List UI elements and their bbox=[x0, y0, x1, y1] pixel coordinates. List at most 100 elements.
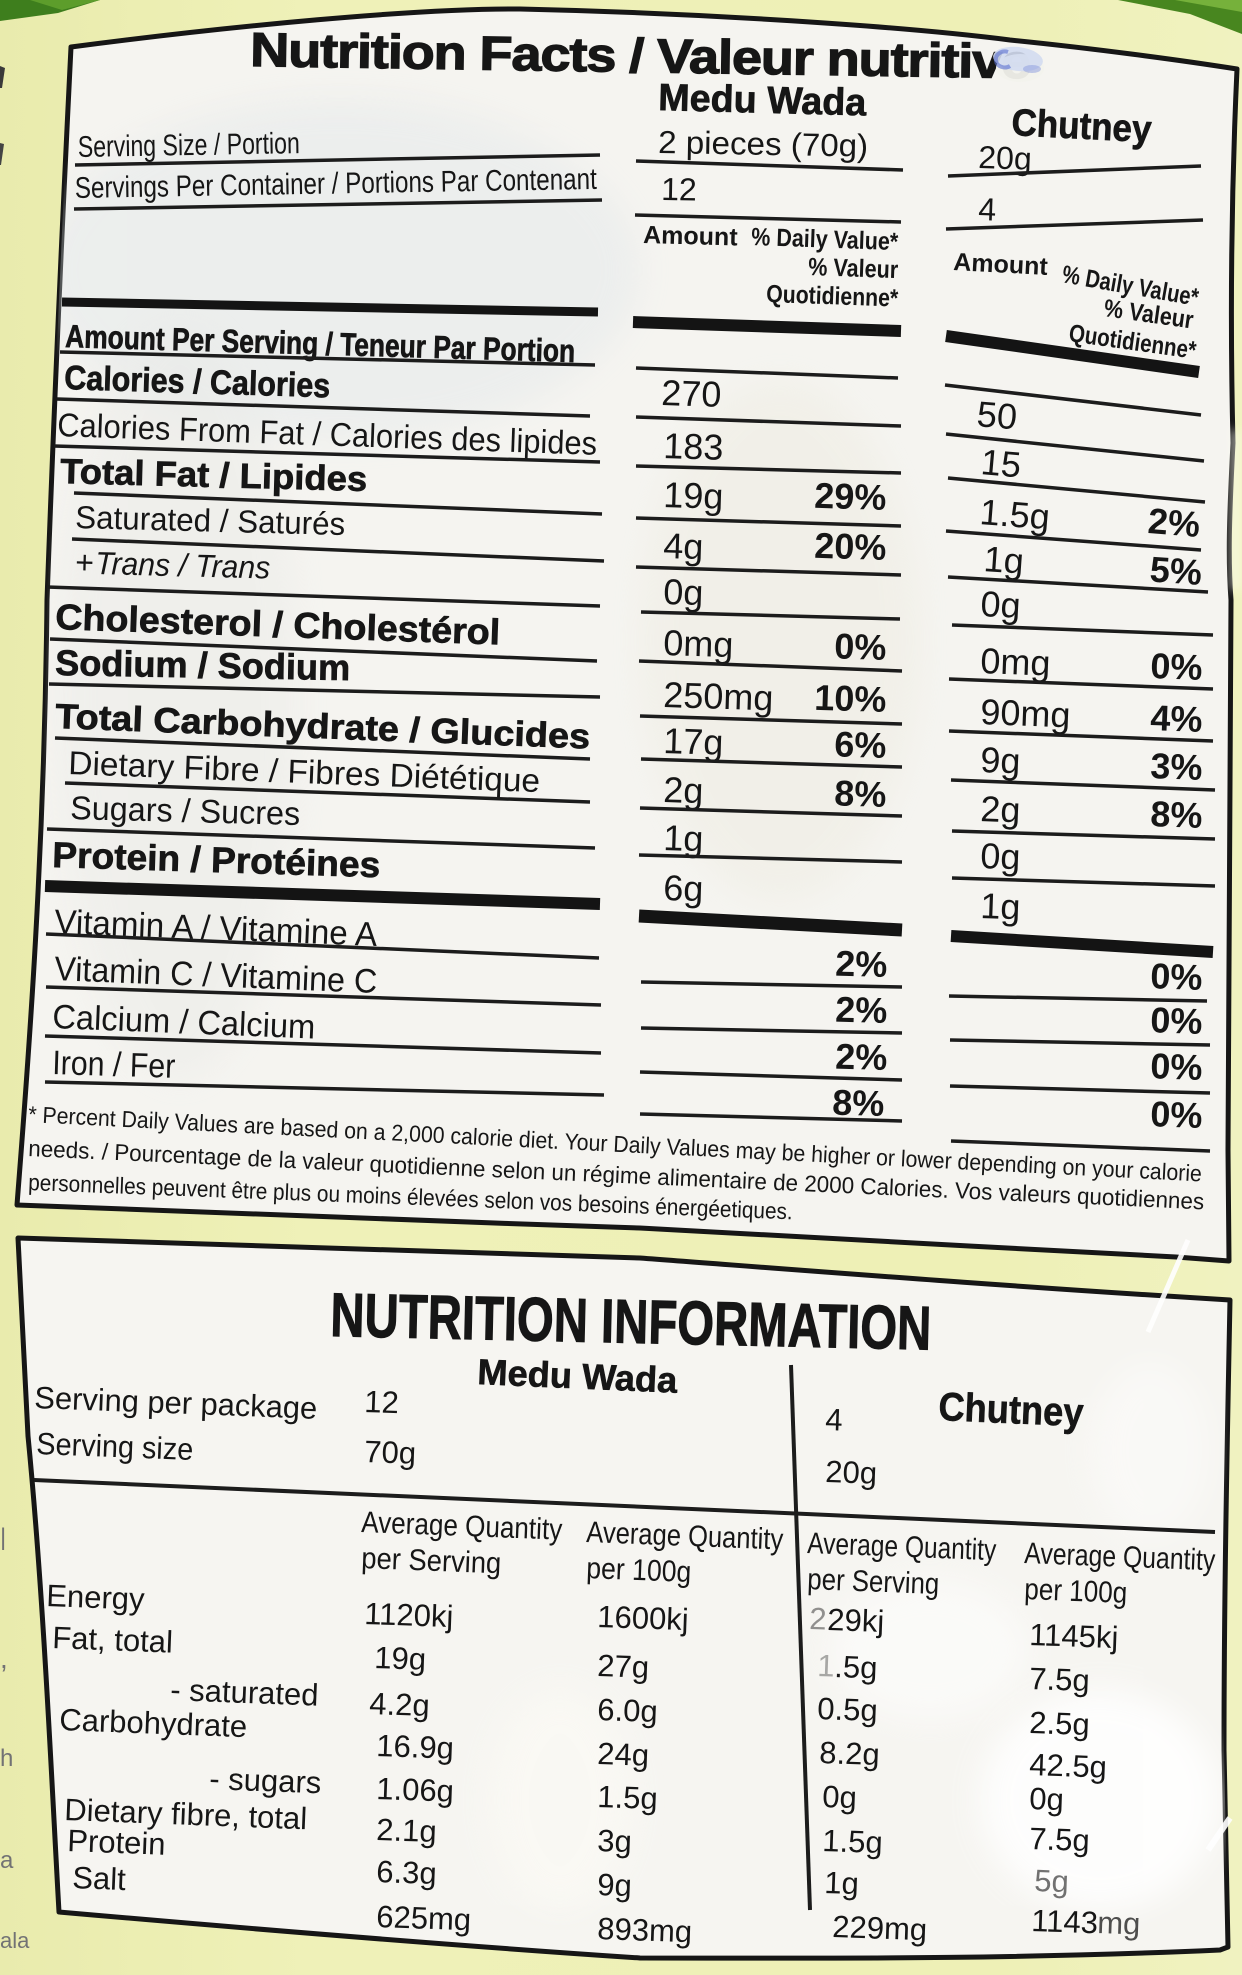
svg-text:1g: 1g bbox=[663, 817, 704, 859]
svg-text:1g: 1g bbox=[982, 538, 1025, 582]
svg-text:15: 15 bbox=[979, 441, 1022, 485]
svg-text:Carbohydrate: Carbohydrate bbox=[59, 1702, 248, 1744]
svg-text:4: 4 bbox=[978, 191, 997, 228]
svg-text:0g: 0g bbox=[980, 583, 1022, 626]
svg-text:1.5g: 1.5g bbox=[978, 491, 1051, 537]
svg-text:Sugars / Sucres: Sugars / Sucres bbox=[70, 789, 301, 832]
svg-text:6.0g: 6.0g bbox=[597, 1692, 659, 1729]
svg-text:3%: 3% bbox=[1150, 745, 1204, 788]
svg-text:0mg: 0mg bbox=[663, 622, 734, 665]
svg-text:Amount: Amount bbox=[953, 248, 1049, 281]
svg-text:0g: 0g bbox=[980, 835, 1021, 877]
svg-text:Trans / Trans: Trans / Trans bbox=[95, 545, 271, 586]
svg-text:1120kj: 1120kj bbox=[364, 1596, 454, 1634]
svg-text:6g: 6g bbox=[663, 867, 704, 909]
svg-text:5g: 5g bbox=[1034, 1863, 1070, 1899]
svg-text:0mg: 0mg bbox=[980, 640, 1052, 684]
svg-text:4: 4 bbox=[825, 1402, 843, 1438]
svg-text:Chutney: Chutney bbox=[938, 1385, 1085, 1435]
svg-text:1.5g: 1.5g bbox=[822, 1823, 884, 1860]
svg-text:h: h bbox=[0, 1745, 13, 1772]
svg-text:2g: 2g bbox=[980, 788, 1022, 831]
svg-text:17g: 17g bbox=[663, 720, 724, 763]
svg-text:70g: 70g bbox=[364, 1434, 417, 1471]
svg-text:50: 50 bbox=[975, 393, 1018, 437]
svg-text:per 100g: per 100g bbox=[1024, 1573, 1128, 1610]
svg-text:2.5g: 2.5g bbox=[1029, 1705, 1091, 1742]
svg-text:0g: 0g bbox=[663, 571, 704, 613]
svg-text:2%: 2% bbox=[835, 943, 888, 985]
svg-text:1143: 1143 bbox=[1031, 1903, 1099, 1940]
svg-text:16.9g: 16.9g bbox=[376, 1728, 455, 1766]
svg-text:250mg: 250mg bbox=[663, 674, 774, 718]
svg-text:- saturated: - saturated bbox=[170, 1672, 319, 1713]
svg-text:Protein: Protein bbox=[67, 1823, 167, 1862]
svg-text:90mg: 90mg bbox=[980, 691, 1072, 735]
svg-text:19g: 19g bbox=[374, 1640, 427, 1677]
svg-text:2%: 2% bbox=[835, 989, 888, 1031]
svg-text:4g: 4g bbox=[663, 525, 704, 567]
svg-text:893mg: 893mg bbox=[597, 1911, 693, 1949]
svg-text:5%: 5% bbox=[1149, 548, 1204, 593]
svg-text:Fat, total: Fat, total bbox=[52, 1620, 174, 1660]
svg-text:Energy: Energy bbox=[46, 1578, 146, 1617]
svg-text:Average Quantity: Average Quantity bbox=[1024, 1537, 1216, 1577]
svg-text:Medu Wada: Medu Wada bbox=[658, 77, 868, 124]
svg-text:9g: 9g bbox=[597, 1867, 633, 1903]
svg-text:Amount: Amount bbox=[643, 221, 739, 251]
svg-text:0g: 0g bbox=[1029, 1781, 1065, 1817]
svg-text:per Serving: per Serving bbox=[361, 1542, 502, 1580]
svg-text:Total Fat / Lipides: Total Fat / Lipides bbox=[60, 452, 368, 499]
svg-text:+: + bbox=[75, 544, 95, 580]
svg-text:0%: 0% bbox=[1150, 645, 1204, 688]
svg-text:.5g: .5g bbox=[834, 1649, 878, 1685]
svg-text:0%: 0% bbox=[1150, 999, 1203, 1042]
svg-text:8%: 8% bbox=[832, 1082, 885, 1124]
svg-text:Calories / Calories: Calories / Calories bbox=[64, 359, 331, 405]
svg-text:Iron / Fer: Iron / Fer bbox=[52, 1044, 176, 1086]
svg-text:6.3g: 6.3g bbox=[376, 1854, 438, 1891]
svg-text:0.5g: 0.5g bbox=[817, 1691, 879, 1728]
svg-text:Average Quantity: Average Quantity bbox=[807, 1527, 997, 1567]
svg-text:ala: ala bbox=[0, 1928, 30, 1953]
svg-text:29%: 29% bbox=[814, 475, 887, 518]
svg-text:,: , bbox=[0, 1643, 8, 1674]
svg-text:Serving size: Serving size bbox=[36, 1426, 194, 1467]
svg-text:Sodium / Sodium: Sodium / Sodium bbox=[55, 642, 351, 688]
svg-text:229mg: 229mg bbox=[832, 1909, 928, 1947]
svg-text:- sugars: - sugars bbox=[209, 1761, 322, 1800]
svg-text:Nutrition Facts / Valeur nutri: Nutrition Facts / Valeur nutritive bbox=[250, 24, 1031, 89]
svg-text:0%: 0% bbox=[834, 625, 887, 668]
svg-text:9g: 9g bbox=[980, 739, 1022, 782]
svg-text:19g: 19g bbox=[663, 474, 724, 517]
svg-text:2.1g: 2.1g bbox=[376, 1812, 438, 1849]
svg-text:mg: mg bbox=[1097, 1905, 1141, 1941]
svg-text:per 100g: per 100g bbox=[586, 1552, 692, 1589]
svg-text:Average Quantity: Average Quantity bbox=[586, 1516, 784, 1557]
svg-text:10%: 10% bbox=[814, 677, 887, 720]
svg-text:8%: 8% bbox=[1150, 793, 1204, 836]
svg-text:Average Quantity: Average Quantity bbox=[361, 1506, 563, 1547]
svg-text:7.5g: 7.5g bbox=[1029, 1661, 1091, 1698]
svg-text:0%: 0% bbox=[1150, 955, 1203, 998]
svg-text:270: 270 bbox=[661, 372, 722, 415]
svg-text:8%: 8% bbox=[834, 772, 887, 815]
svg-text:4%: 4% bbox=[1150, 697, 1204, 740]
svg-text:12: 12 bbox=[364, 1384, 400, 1420]
svg-text:2g: 2g bbox=[663, 769, 704, 811]
svg-text:27g: 27g bbox=[597, 1648, 650, 1685]
svg-text:4.2g: 4.2g bbox=[369, 1686, 431, 1723]
svg-text:1g: 1g bbox=[980, 885, 1021, 927]
svg-text:1: 1 bbox=[817, 1648, 835, 1684]
svg-text:|: | bbox=[0, 1524, 6, 1551]
svg-text:1.06g: 1.06g bbox=[376, 1771, 455, 1809]
svg-text:0g: 0g bbox=[822, 1779, 858, 1815]
svg-text:625mg: 625mg bbox=[376, 1899, 472, 1937]
svg-text:1145kj: 1145kj bbox=[1029, 1617, 1119, 1655]
svg-text:24g: 24g bbox=[597, 1736, 650, 1773]
svg-text:a: a bbox=[0, 1847, 14, 1874]
svg-text:Chutney: Chutney bbox=[1011, 102, 1153, 151]
svg-text:6%: 6% bbox=[834, 723, 887, 766]
svg-text:2: 2 bbox=[809, 1601, 827, 1637]
svg-text:Salt: Salt bbox=[72, 1860, 127, 1897]
